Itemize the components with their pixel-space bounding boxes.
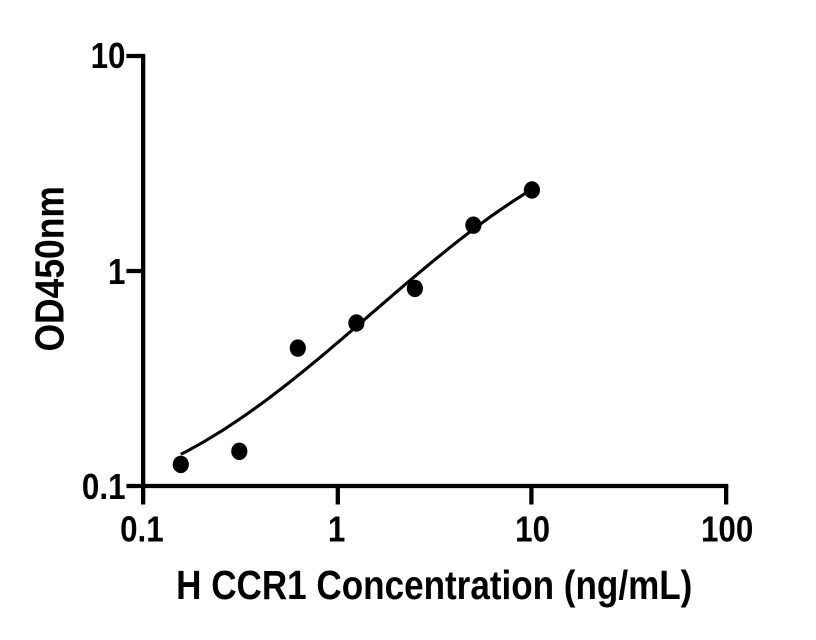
svg-text:OD450nm: OD450nm [28, 186, 73, 351]
svg-text:10: 10 [91, 37, 126, 76]
svg-text:100: 100 [701, 511, 753, 550]
svg-text:10: 10 [515, 511, 550, 550]
svg-text:1: 1 [108, 253, 125, 292]
svg-text:0.1: 0.1 [120, 511, 164, 550]
svg-text:0.1: 0.1 [82, 468, 126, 507]
svg-text:1: 1 [328, 511, 345, 550]
svg-text:H CCR1 Concentration (ng/mL): H CCR1 Concentration (ng/mL) [176, 564, 692, 609]
